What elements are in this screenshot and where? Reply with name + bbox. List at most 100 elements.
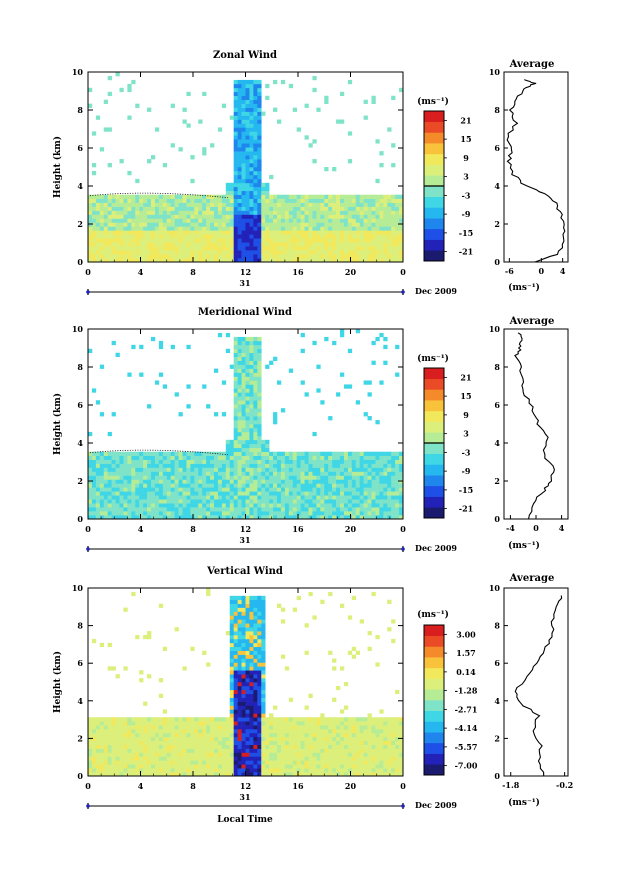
heatmap-cell [162,744,168,749]
heatmap-cell [343,254,349,259]
heatmap-cell [379,218,384,223]
heatmap-cell [253,364,258,369]
heatmap-cell [316,717,321,722]
heatmap-cell [395,729,400,734]
heatmap-cell [194,238,199,243]
heatmap-cell [395,226,400,231]
heatmap-cell [336,721,341,726]
heatmap-cell [265,752,270,757]
heatmap-cell [88,242,93,247]
heatmap-cell [127,756,132,761]
heatmap-cell [399,495,404,500]
heatmap-cell [178,471,183,476]
heatmap-cell [253,340,258,346]
heatmap-cell [245,439,250,445]
heatmap-cell [107,479,112,484]
heatmap-cell [214,487,219,492]
heatmap-cell [154,234,160,239]
heatmap-cell [257,198,262,203]
heatmap-cell [257,499,262,504]
heatmap-cell [170,222,175,227]
heatmap-cell [312,760,317,765]
heatmap-cell [257,230,262,235]
heatmap-cell [363,772,368,777]
x-tick-label: 0 [400,524,406,534]
heatmap-cell [182,230,187,235]
heatmap-cell [190,459,195,464]
heatmap-cell [123,234,128,239]
heatmap-cell [336,479,341,484]
heatmap-cell [277,740,282,745]
heatmap-cell [103,250,108,255]
heatmap-cell [182,503,187,508]
heatmap-cell [111,230,116,235]
heatmap-cell [147,258,152,263]
heatmap-cell [383,740,388,745]
heatmap-cell [190,732,195,738]
y-tick-label: 4 [77,438,83,448]
heatmap-cell [300,721,305,726]
heatmap-cell [336,467,341,472]
heatmap-cell [115,748,120,753]
heatmap-cell [292,202,297,207]
heatmap-cell [190,748,195,753]
heatmap-cell [115,463,120,468]
heatmap-cell [292,729,297,734]
heatmap-cell [214,507,219,512]
heatmap-cell [95,760,101,765]
heatmap-cell [91,238,97,243]
heatmap-cell [347,226,353,231]
heatmap-cell [221,511,227,516]
heatmap-cell [190,503,195,508]
heatmap-cell [103,230,108,235]
heatmap-cell [123,459,128,464]
heatmap-cell [174,725,179,730]
heatmap-cell [253,400,258,405]
heatmap-cell [395,372,400,377]
heatmap-cell [119,752,124,757]
heatmap-cell [269,198,274,203]
heatmap-cell [237,467,242,472]
heatmap-cell [237,439,242,445]
heatmap-cell [363,234,368,239]
heatmap-cell [245,515,250,520]
heatmap-cell [154,246,160,251]
heatmap-cell [249,760,254,765]
heatmap-cell [229,491,234,496]
heatmap-cell [253,360,258,365]
colorbar-swatch [424,153,444,165]
heatmap-cell [249,174,254,180]
heatmap-cell [383,729,388,734]
heatmap-cell [107,202,112,207]
heatmap-cell [387,210,392,215]
heatmap-cell [320,455,325,460]
heatmap-cell [336,254,341,259]
heatmap-cell [347,479,353,484]
heatmap-cell [186,729,191,734]
heatmap-cell [229,682,234,687]
heatmap-cell [391,218,396,223]
heatmap-cell [367,234,372,239]
heatmap-cell [241,427,246,433]
heatmap-cell [237,507,242,512]
heatmap-cell [355,329,360,334]
heatmap-cell [343,740,349,745]
heatmap-cell [249,352,254,358]
heatmap-cell [147,756,152,761]
heatmap-cell [198,507,203,512]
heatmap-cell [123,471,128,476]
heatmap-cell [399,214,404,219]
heatmap-cell [237,151,242,156]
heatmap-cell [237,87,242,93]
heatmap-cell [202,234,207,239]
heatmap-cell [154,258,160,263]
heatmap-cell [182,725,187,730]
colorbar-swatch [424,389,444,401]
heatmap-cell [277,483,282,488]
heatmap-cell [367,764,372,769]
heatmap-cell [217,206,223,211]
heatmap-cell [288,222,294,227]
heatmap-cell [391,483,396,488]
heatmap-cell [237,167,242,172]
